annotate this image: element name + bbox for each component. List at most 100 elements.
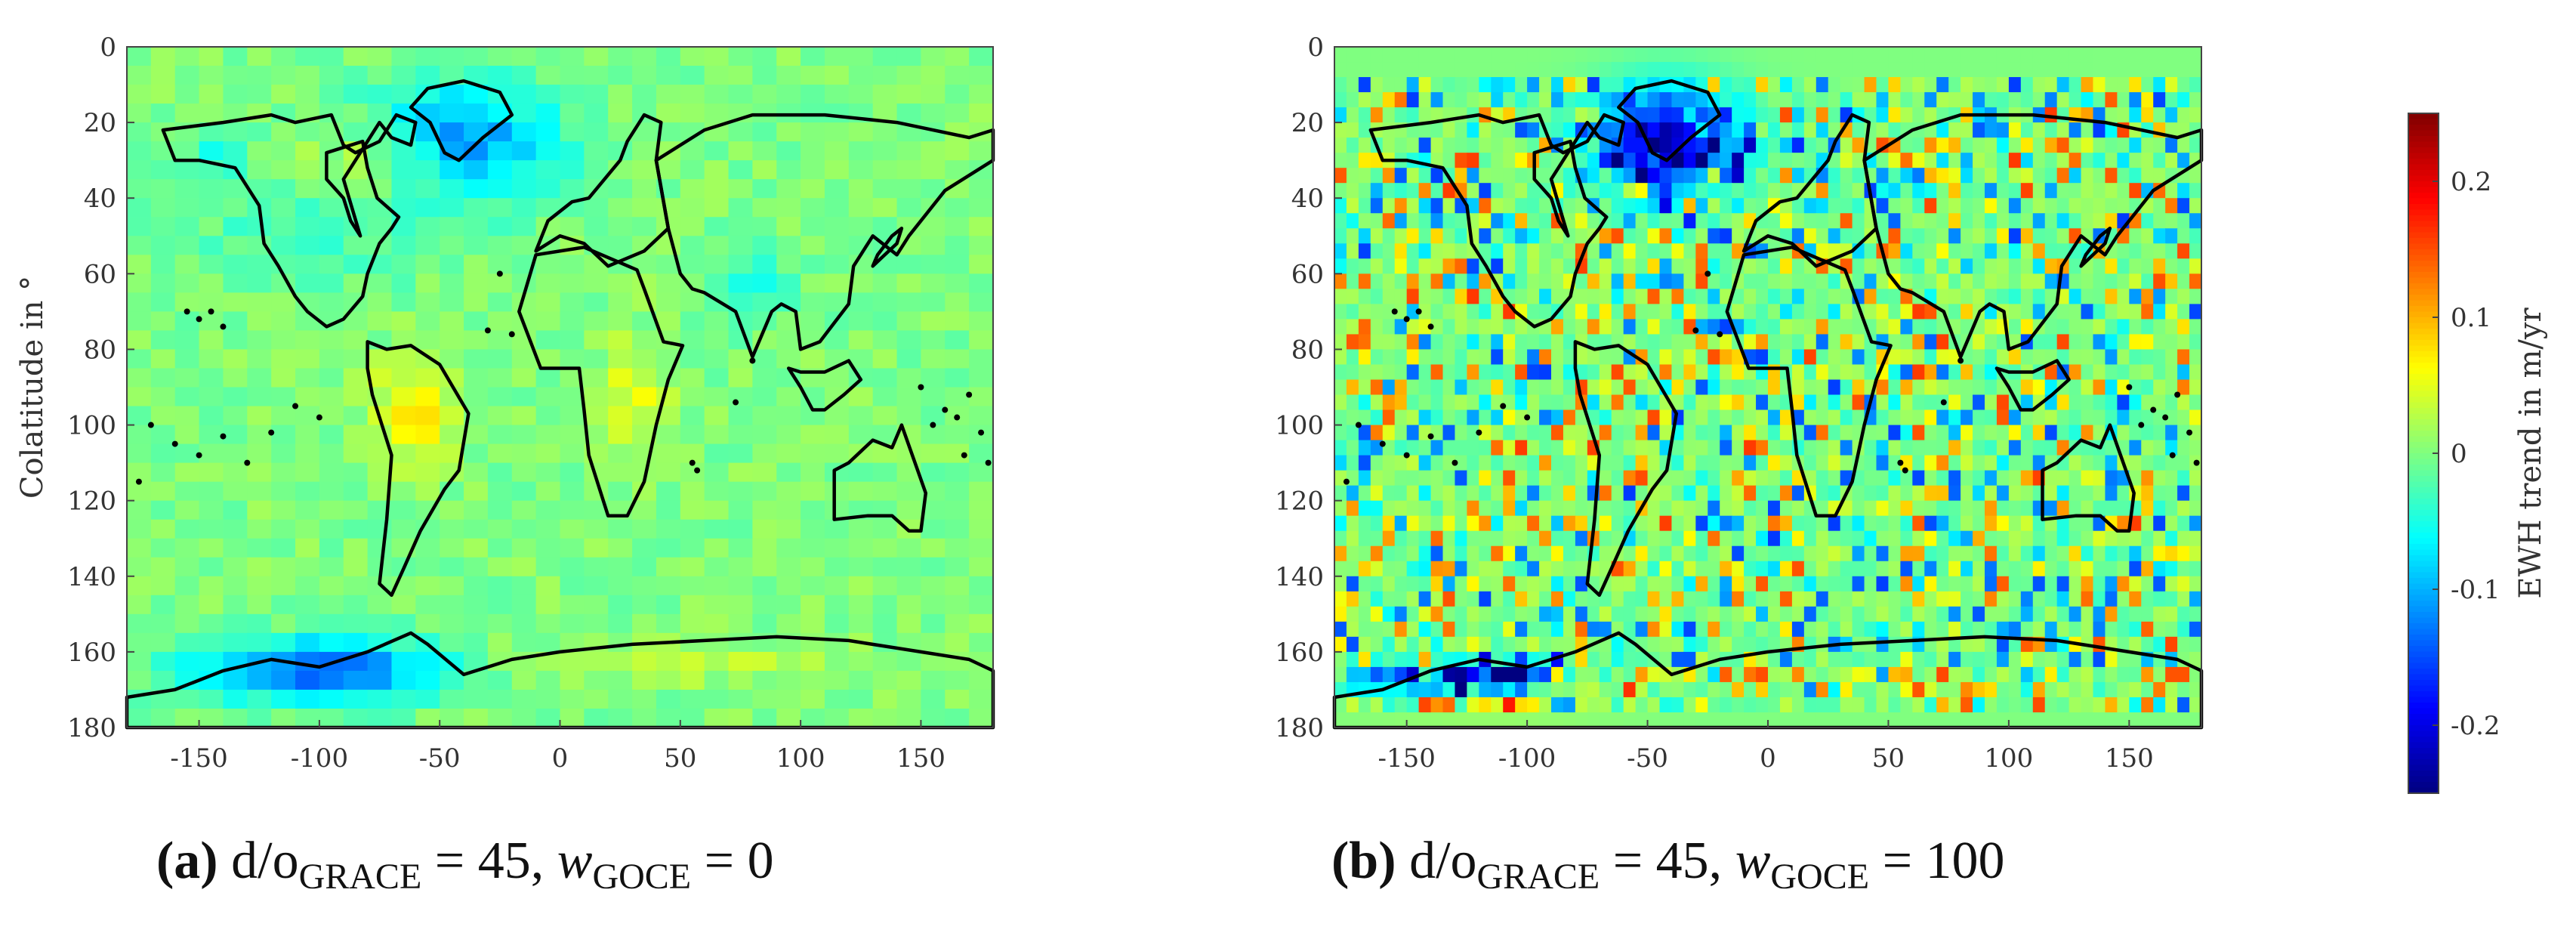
heatmap-cell	[1828, 545, 1841, 562]
heatmap-cell	[1924, 561, 1938, 577]
heatmap-cell	[464, 689, 489, 709]
heatmap-cell	[1382, 455, 1396, 471]
heatmap-cell	[1479, 364, 1492, 381]
colorbar-segment	[2408, 510, 2439, 517]
heatmap-cell	[1961, 697, 1973, 713]
heatmap-cell	[1912, 92, 1926, 108]
heatmap-cell	[2044, 47, 2058, 63]
heatmap-cell	[2105, 319, 2118, 335]
heatmap-cell	[1406, 636, 1420, 653]
heatmap-cell	[343, 255, 369, 275]
heatmap-cell	[560, 311, 585, 332]
heatmap-cell	[1599, 273, 1612, 290]
panel-a-coastline	[125, 79, 995, 730]
heatmap-cell	[1900, 77, 1914, 93]
heatmap-cell	[1442, 228, 1456, 245]
heatmap-cell	[1876, 122, 1890, 138]
heatmap-cell	[896, 481, 922, 502]
heatmap-cell	[1888, 153, 1902, 168]
heatmap-cell	[824, 122, 850, 142]
heatmap-cell	[1442, 485, 1456, 502]
heatmap-cell	[776, 708, 801, 728]
heatmap-cell	[1575, 153, 1588, 168]
heatmap-cell	[150, 368, 176, 388]
heatmap-cell	[921, 47, 946, 66]
heatmap-cell	[1551, 122, 1564, 138]
heatmap-cell	[1768, 334, 1781, 351]
heatmap-cell	[1768, 122, 1781, 138]
heatmap-cell	[2044, 485, 2058, 502]
heatmap-cell	[247, 160, 272, 180]
heatmap-cell	[1961, 561, 1973, 577]
heatmap-cell	[511, 349, 537, 369]
coastline-path	[1994, 359, 2071, 412]
heatmap-cell	[801, 613, 825, 634]
heatmap-cell	[656, 519, 681, 539]
heatmap-cell	[656, 198, 681, 218]
heatmap-cell	[2165, 425, 2178, 441]
heatmap-cell	[1791, 319, 1805, 335]
heatmap-cell	[1840, 77, 1853, 93]
heatmap-cell	[1912, 62, 1926, 78]
heatmap-cell	[1539, 485, 1552, 502]
heatmap-cell	[776, 595, 801, 615]
heatmap-cell	[1732, 107, 1745, 123]
heatmap-cell	[1816, 425, 1829, 441]
heatmap-cell	[415, 557, 440, 577]
heatmap-cell	[1671, 545, 1685, 562]
heatmap-cell	[464, 311, 489, 332]
heatmap-cell	[1334, 168, 1347, 184]
heatmap-cell	[752, 141, 778, 161]
heatmap-cell	[1503, 636, 1516, 653]
heatmap-cell	[1382, 606, 1396, 622]
heatmap-cell	[560, 141, 585, 161]
heatmap-cell	[2069, 681, 2082, 698]
heatmap-cell	[969, 500, 994, 521]
x-tick-label: 0	[1760, 743, 1776, 774]
heatmap-cell	[1985, 289, 1998, 305]
heatmap-cell	[2081, 515, 2094, 532]
heatmap-cell	[1430, 621, 1444, 638]
heatmap-cell	[127, 85, 152, 104]
heatmap-cell	[223, 519, 248, 539]
heatmap-cell	[487, 670, 513, 690]
heatmap-cell	[945, 500, 970, 521]
heatmap-cell	[2020, 349, 2034, 366]
heatmap-cell	[271, 311, 296, 332]
heatmap-cell	[945, 519, 970, 539]
heatmap-cell	[2141, 576, 2155, 592]
heatmap-cell	[1659, 258, 1673, 275]
heatmap-cell	[969, 330, 994, 351]
heatmap-cell	[295, 273, 320, 294]
heatmap-cell	[440, 500, 464, 521]
heatmap-cell	[1888, 606, 1902, 622]
heatmap-cell	[2177, 273, 2190, 290]
heatmap-cell	[1828, 440, 1841, 456]
heatmap-cell	[2141, 545, 2155, 562]
heatmap-cell	[2177, 47, 2190, 63]
heatmap-cell	[127, 141, 152, 161]
heatmap-cell	[2032, 258, 2046, 275]
heatmap-cell	[1900, 168, 1914, 184]
heatmap-cell	[848, 85, 874, 104]
heatmap-cell	[295, 576, 320, 596]
heatmap-cell	[1599, 47, 1612, 63]
heatmap-cell	[223, 481, 248, 502]
heatmap-cell	[1756, 681, 1769, 698]
heatmap-cell	[2056, 530, 2070, 547]
heatmap-cell	[1442, 319, 1456, 335]
heatmap-cell	[728, 557, 754, 577]
heatmap-cell	[1358, 228, 1371, 245]
heatmap-cell	[511, 47, 537, 66]
heatmap-cell	[2189, 681, 2202, 698]
heatmap-cell	[969, 292, 994, 313]
heatmap-cell	[1900, 364, 1914, 381]
heatmap-cell	[1623, 455, 1637, 471]
heatmap-cell	[1744, 515, 1757, 532]
heatmap-cell	[343, 66, 369, 85]
heatmap-cell	[1575, 500, 1588, 517]
heatmap-cell	[535, 443, 561, 464]
heatmap-cell	[1720, 666, 1732, 683]
heatmap-cell	[1418, 485, 1432, 502]
heatmap-cell	[1599, 183, 1612, 199]
